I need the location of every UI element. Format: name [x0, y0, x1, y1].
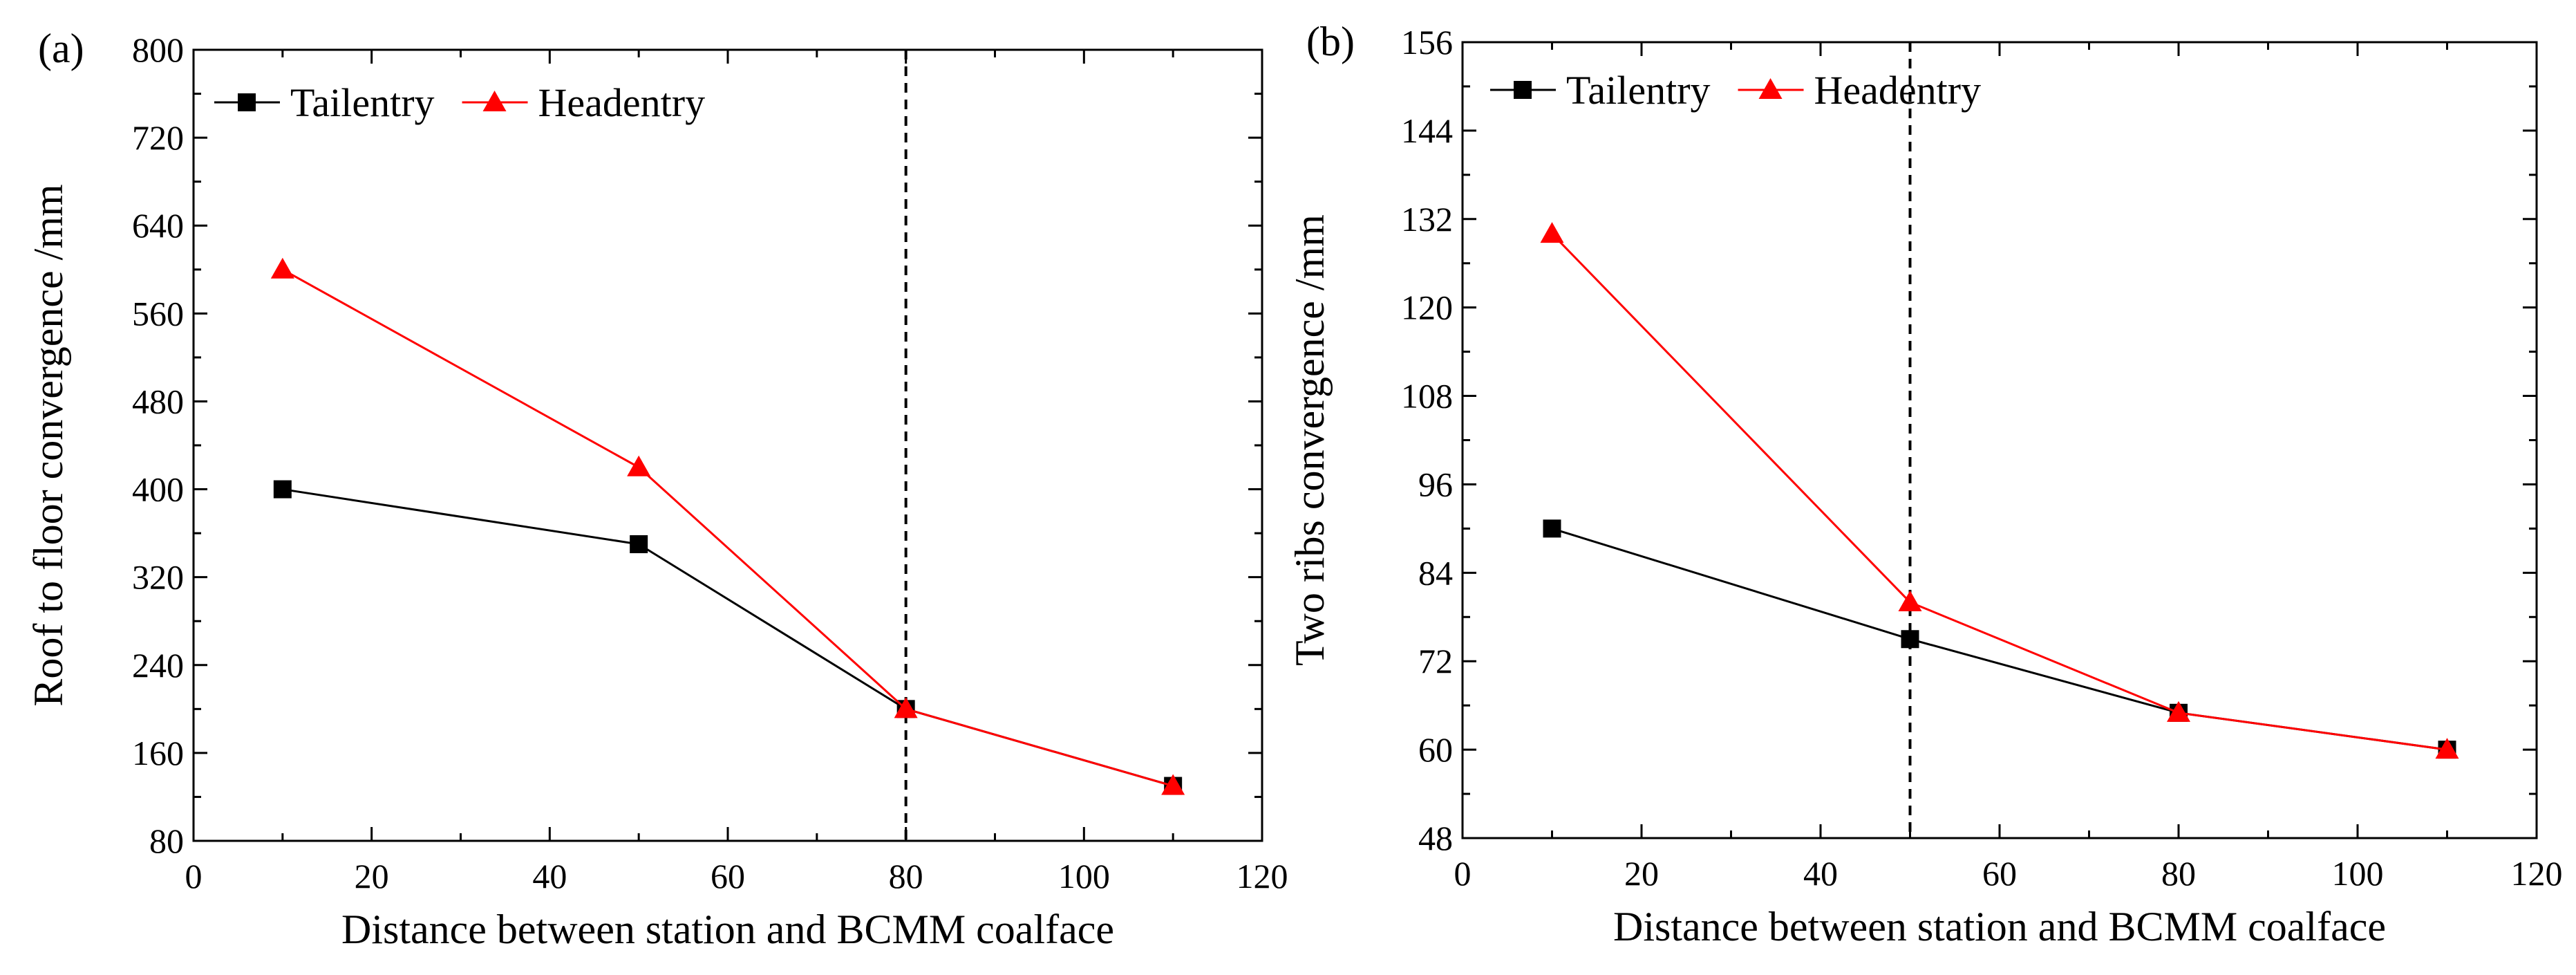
y-tick-label: 400 — [132, 470, 184, 509]
legend-label-tailentry: Tailentry — [1566, 68, 1711, 113]
legend-marker-headentry — [482, 91, 507, 111]
y-tick-label: 480 — [132, 382, 184, 420]
legend-label-headentry: Headentry — [1814, 68, 1982, 113]
x-tick-label: 20 — [1624, 854, 1659, 893]
x-tick-label: 40 — [1803, 854, 1838, 893]
y-tick-label: 156 — [1401, 23, 1453, 62]
y-tick-label: 800 — [132, 30, 184, 69]
x-tick-label: 40 — [532, 857, 567, 895]
data-point-headentry — [627, 455, 651, 476]
x-tick-label: 60 — [711, 857, 745, 895]
series-headentry — [270, 257, 1185, 795]
series-line-headentry — [1551, 233, 2447, 751]
y-tick-label: 144 — [1401, 111, 1453, 150]
legend-marker-tailentry — [238, 93, 256, 111]
series-line-headentry — [282, 268, 1174, 787]
y-tick-label: 60 — [1418, 730, 1453, 769]
data-point-headentry — [270, 257, 294, 279]
legend: Tailentry Headentry — [1490, 68, 1981, 113]
y-tick-label: 720 — [132, 118, 184, 157]
legend-marker-headentry — [1758, 78, 1783, 99]
data-point-tailentry — [1901, 630, 1919, 649]
y-tick-label: 640 — [132, 206, 184, 245]
y-tick-label: 96 — [1418, 465, 1453, 503]
x-tick-label: 100 — [2332, 854, 2384, 893]
data-point-headentry — [2167, 700, 2190, 722]
y-tick-label: 560 — [132, 294, 184, 333]
series-headentry — [1540, 222, 2459, 759]
x-axis-label: Distance between station and BCMM coalfa… — [341, 907, 1114, 952]
x-axis-label: Distance between station and BCMM coalfa… — [1613, 904, 2386, 949]
data-point-headentry — [1898, 590, 1922, 611]
plot-frame — [192, 48, 1263, 842]
chart-panel-b: 0 20 40 60 80 100 120 48 60 72 84 96 108 120 132 144 156… — [1287, 19, 2563, 949]
y-tick-label: 80 — [149, 821, 184, 860]
series-line-tailentry — [282, 488, 1174, 787]
y-tick-label: 48 — [1418, 819, 1453, 857]
panel-label: (a) — [38, 26, 84, 71]
data-point-tailentry — [273, 480, 292, 499]
data-point-headentry — [1540, 222, 1564, 243]
legend: Tailentry Headentry — [214, 80, 705, 125]
chart-panel-a: 0 20 40 60 80 100 120 80 160 240 320 400 480 560 640 72… — [26, 26, 1288, 952]
x-tick-label: 20 — [355, 857, 389, 895]
y-tick-label: 160 — [132, 734, 184, 772]
x-tick-label: 0 — [185, 857, 203, 895]
x-tick-label: 80 — [889, 857, 923, 895]
x-tick-label: 60 — [1982, 854, 2017, 893]
y-tick-label: 84 — [1418, 553, 1453, 592]
y-tick-label: 240 — [132, 646, 184, 685]
y-tick-label: 132 — [1401, 200, 1453, 239]
legend-marker-tailentry — [1514, 81, 1532, 99]
x-tick-label: 120 — [1237, 857, 1288, 895]
data-point-headentry — [894, 697, 918, 718]
x-tick-label: 120 — [2511, 854, 2563, 893]
y-tick-label: 72 — [1418, 642, 1453, 680]
x-tick-label: 0 — [1454, 854, 1472, 893]
y-tick-label: 108 — [1401, 377, 1453, 416]
x-tick-label: 100 — [1058, 857, 1110, 895]
data-point-headentry — [2435, 738, 2459, 759]
legend-label-headentry: Headentry — [538, 80, 706, 125]
y-axis-label: Two ribs convergence /mm — [1287, 214, 1333, 666]
legend-label-tailentry: Tailentry — [290, 80, 435, 125]
panel-label: (b) — [1306, 19, 1355, 64]
x-tick-label: 80 — [2161, 854, 2196, 893]
data-point-tailentry — [630, 535, 648, 553]
data-point-tailentry — [1543, 519, 1561, 538]
y-tick-label: 320 — [132, 558, 184, 597]
y-tick-label: 120 — [1401, 288, 1453, 327]
plot-frame — [1461, 41, 2538, 839]
y-axis-label: Roof to floor convergence /mm — [26, 184, 71, 706]
data-point-headentry — [1161, 774, 1185, 795]
series-tailentry — [273, 480, 1183, 795]
